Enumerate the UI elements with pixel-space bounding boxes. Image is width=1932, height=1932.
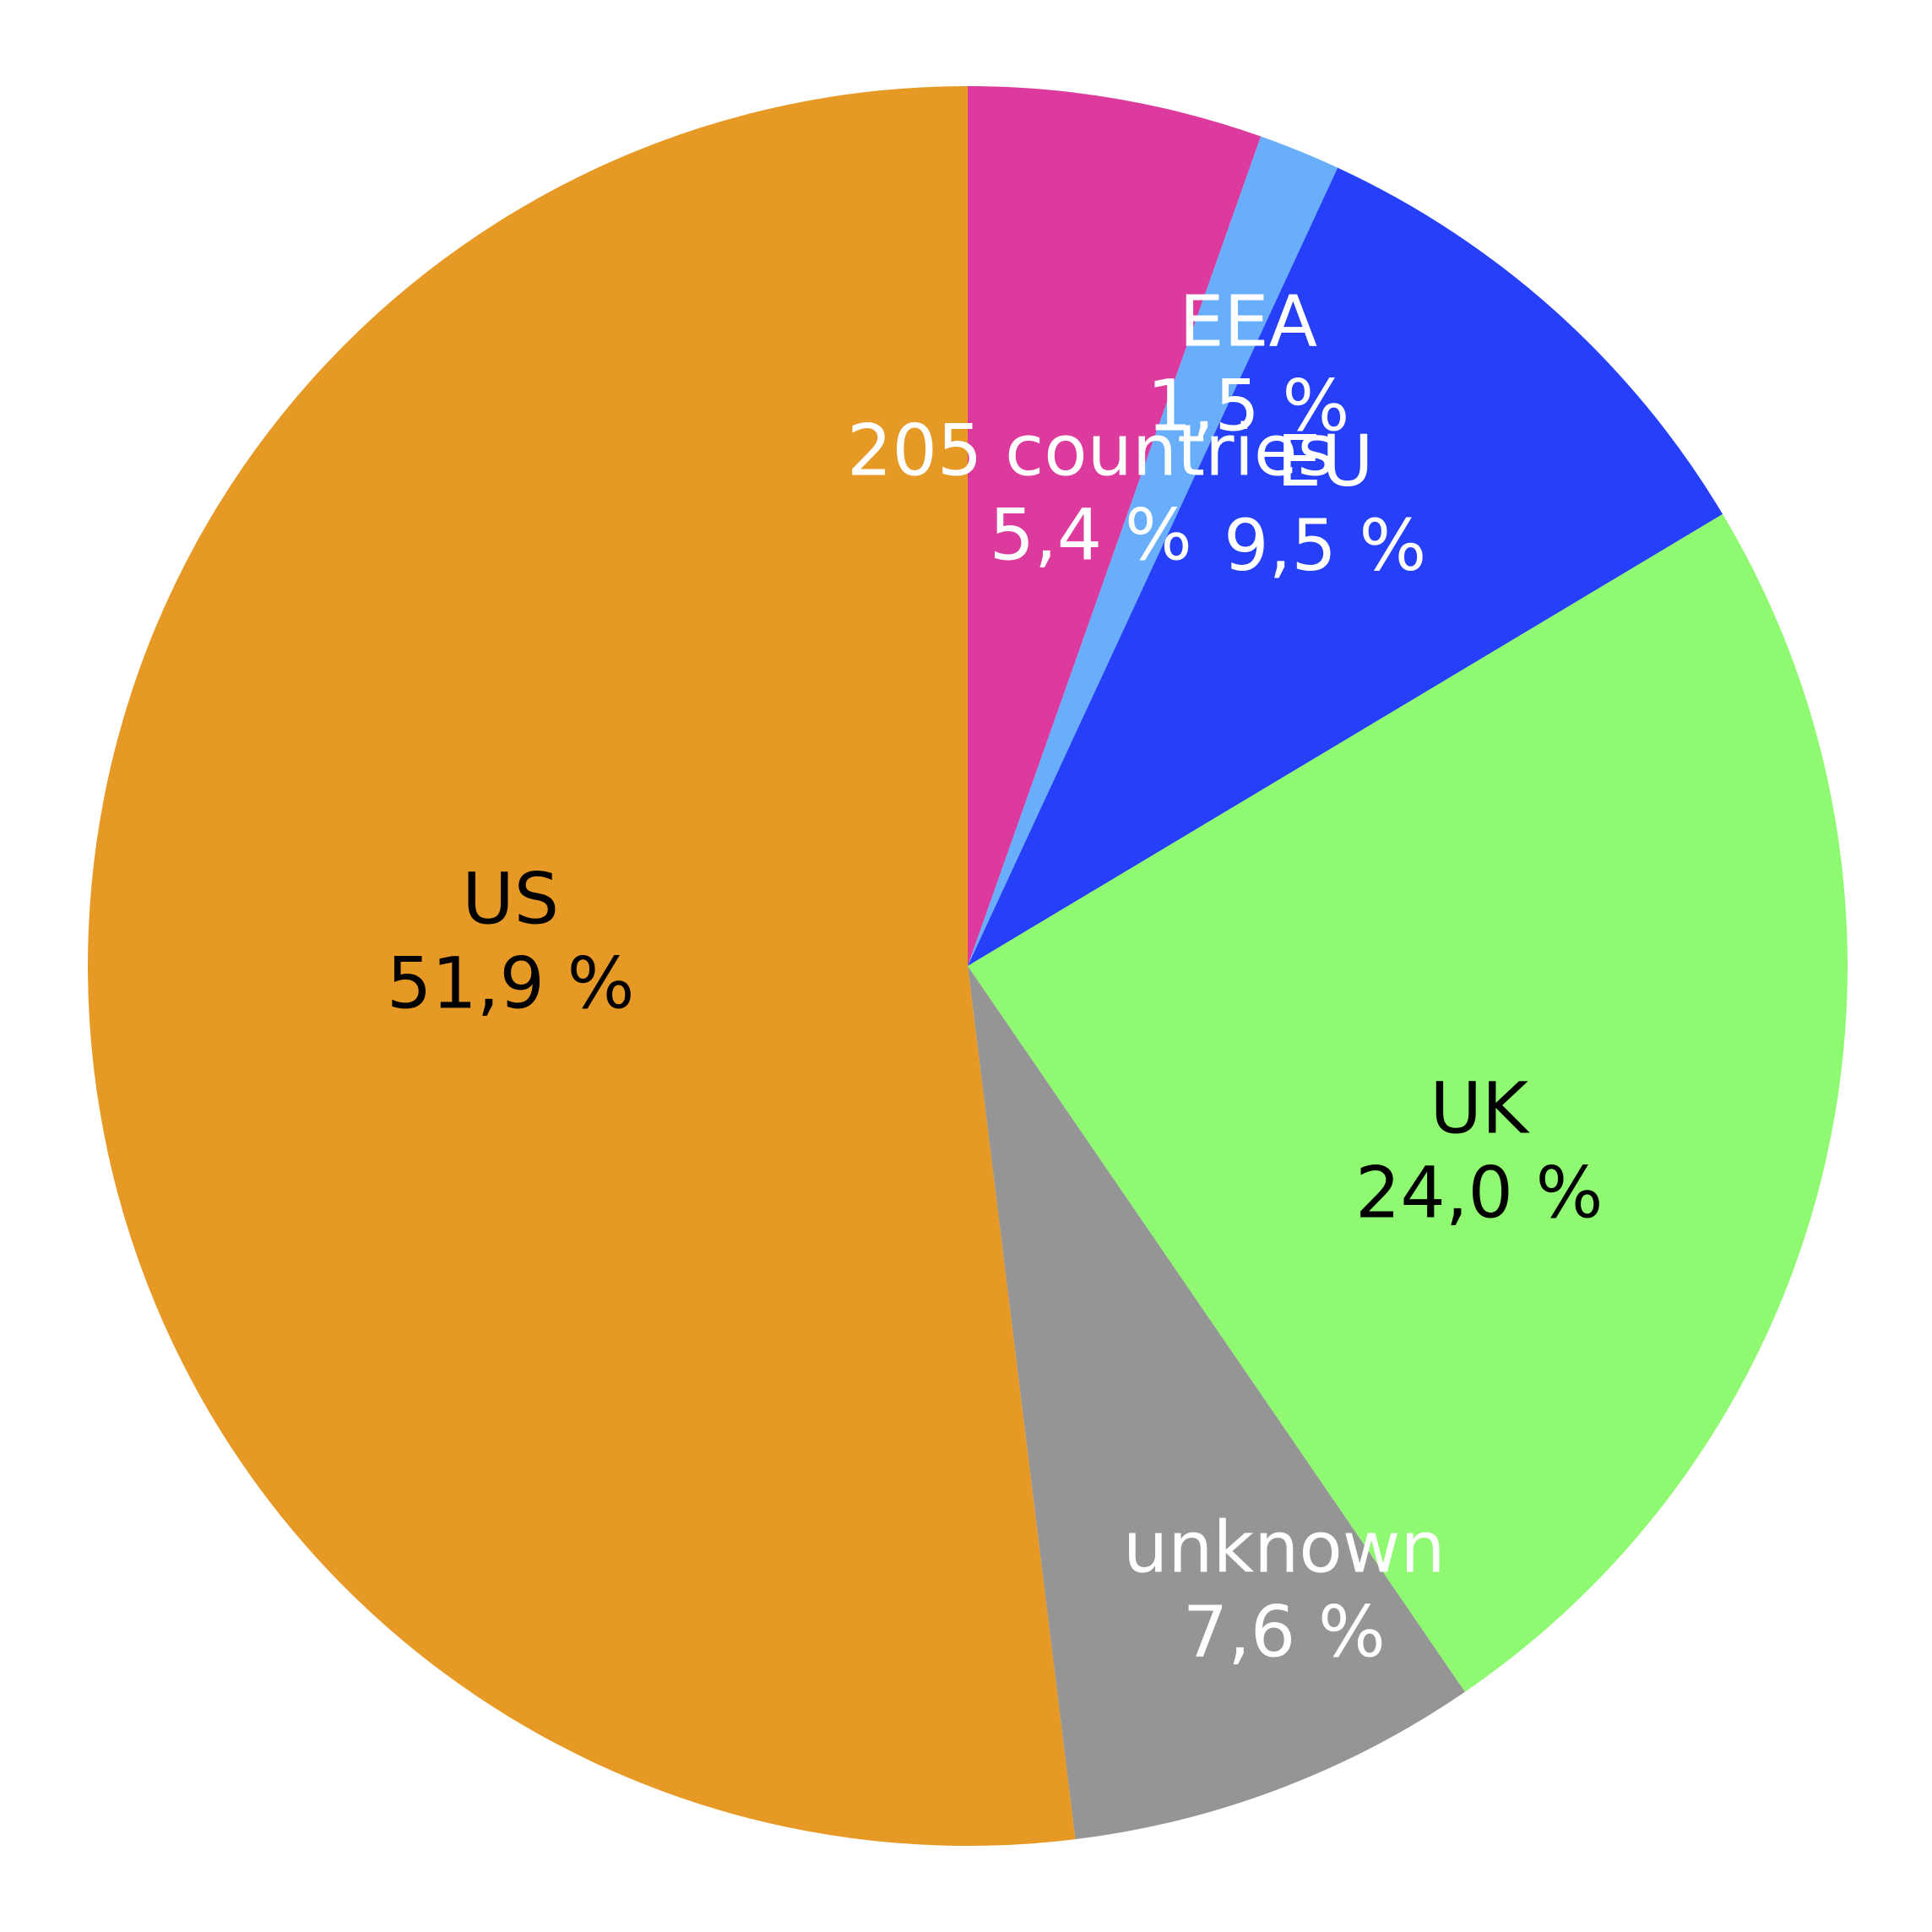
slice-name-label-eu: EU — [1277, 420, 1374, 502]
pie-slice-unknown — [968, 966, 1465, 1840]
pie-slice-205-countries — [968, 86, 1262, 966]
slice-name-label-eea: EEA — [1179, 280, 1317, 363]
slice-name-label-uk: UK — [1430, 1067, 1529, 1150]
slice-value-label-us: 51,9 % — [387, 942, 635, 1024]
slice-value-label-unknown: 7,6 % — [1183, 1591, 1386, 1674]
slice-name-label-205-countries: 205 countries — [847, 410, 1334, 492]
slice-value-label-eu: 9,5 % — [1224, 504, 1426, 587]
pie-slice-us — [87, 86, 1076, 1846]
slice-name-label-unknown: unknown — [1123, 1506, 1446, 1589]
pie-slice-eea — [968, 136, 1338, 966]
pie-slice-eu — [968, 167, 1723, 966]
slice-value-label-eea: 1,5 % — [1147, 365, 1349, 448]
pie-slice-uk — [968, 513, 1848, 1692]
pie-slices — [87, 86, 1848, 1846]
slice-value-label-uk: 24,0 % — [1355, 1152, 1604, 1235]
slice-name-label-us: US — [462, 857, 559, 940]
slice-value-label-205-countries: 5,4 % — [990, 494, 1192, 577]
